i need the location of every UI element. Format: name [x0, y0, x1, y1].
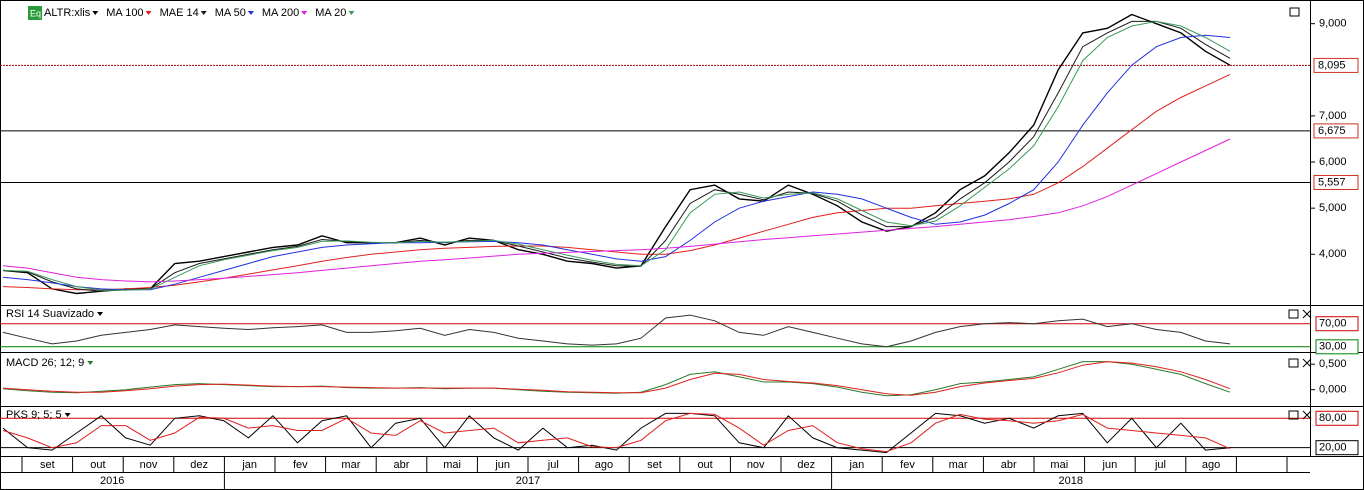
legend-entry[interactable]: MA 100 [106, 7, 143, 19]
series-line [2, 13, 1231, 295]
month-label: fev [900, 459, 915, 471]
panel-button[interactable] [1288, 410, 1299, 420]
month-label: nov [140, 459, 158, 471]
month-label: nov [747, 459, 765, 471]
tick-label-box [1315, 339, 1359, 355]
series-line [2, 361, 1231, 397]
panel-title: MACD 26; 12; 9 [6, 357, 84, 369]
year-label: 2017 [516, 475, 540, 487]
y-tick-label: 30,00 [1319, 341, 1347, 353]
y-tick-label: 9,000 [1319, 18, 1347, 30]
month-label: abr [1001, 459, 1017, 471]
month-label: mar [341, 459, 360, 471]
series-line [2, 34, 1231, 291]
series-line [2, 138, 1231, 283]
month-label: out [90, 459, 105, 471]
y-tick-label: 6,000 [1319, 156, 1347, 168]
close-button[interactable] [1302, 358, 1312, 368]
eq-icon-text: Eq [30, 8, 41, 18]
y-tick-label: 20,00 [1319, 442, 1347, 454]
series-line [2, 20, 1231, 292]
panel-title: RSI 14 Suavizado [6, 308, 94, 320]
tick-label-box [1315, 440, 1359, 456]
month-label: set [40, 459, 55, 471]
close-button[interactable] [1302, 410, 1312, 420]
month-label: jul [547, 459, 559, 471]
panel-button[interactable] [1288, 358, 1299, 368]
legend-dropdown[interactable] [145, 11, 152, 15]
series-line [2, 73, 1231, 291]
month-label: jun [494, 459, 510, 471]
month-label: ago [1202, 459, 1220, 471]
price-level-box [1313, 123, 1359, 139]
legend-dropdown[interactable] [348, 11, 355, 15]
month-label: dez [797, 459, 815, 471]
price-level-box [1313, 174, 1359, 190]
tick-label-box [1315, 410, 1359, 426]
price-level-label: 5,557 [1318, 176, 1346, 188]
panel-button[interactable] [1289, 7, 1300, 17]
legend-entry[interactable]: MAE 14 [160, 7, 199, 19]
series-line [2, 314, 1231, 348]
y-tick-label: 5,000 [1319, 202, 1347, 214]
month-label: jan [849, 459, 865, 471]
month-label: set [647, 459, 662, 471]
series-line [2, 412, 1231, 453]
month-label: jul [1154, 459, 1166, 471]
series-line [2, 20, 1231, 291]
panel-button[interactable] [1288, 309, 1299, 319]
y-tick-label: 0,500 [1319, 358, 1347, 370]
month-label: abr [394, 459, 410, 471]
y-tick-label: 80,00 [1319, 412, 1347, 424]
legend-dropdown[interactable] [200, 11, 207, 15]
legend-dropdown[interactable] [301, 11, 308, 15]
close-button[interactable] [1302, 309, 1312, 319]
month-label: mai [443, 459, 461, 471]
y-tick-label: 4,000 [1319, 248, 1347, 260]
y-tick-label: 0,000 [1319, 384, 1347, 396]
month-label: ago [595, 459, 613, 471]
panel-dropdown[interactable] [87, 361, 94, 365]
month-label: jun [1102, 459, 1118, 471]
month-label: fev [293, 459, 308, 471]
month-label: dez [190, 459, 208, 471]
year-label: 2016 [100, 475, 124, 487]
month-label: mai [1050, 459, 1068, 471]
panel-title: PKS 9; 5; 5 [6, 409, 62, 421]
legend-entry[interactable]: MA 50 [215, 7, 246, 19]
price-level-box [1313, 57, 1359, 73]
month-label: jan [241, 459, 257, 471]
series-line [2, 361, 1231, 396]
year-label: 2018 [1059, 475, 1083, 487]
price-level-label: 6,675 [1318, 125, 1346, 137]
month-label: mar [949, 459, 968, 471]
series-line [2, 412, 1231, 454]
legend-dropdown[interactable] [92, 11, 99, 15]
legend-entry[interactable]: ALTR:xlis [44, 7, 91, 19]
month-label: out [697, 459, 712, 471]
panel-dropdown[interactable] [64, 413, 71, 417]
y-tick-label: 7,000 [1319, 110, 1347, 122]
legend-entry[interactable]: MA 200 [262, 7, 299, 19]
panel-dropdown[interactable] [97, 312, 104, 316]
tick-label-box [1315, 316, 1359, 332]
eq-icon[interactable] [28, 6, 42, 20]
legend-entry[interactable]: MA 20 [315, 7, 346, 19]
legend-dropdown[interactable] [247, 11, 254, 15]
price-level-label: 8,095 [1318, 59, 1346, 71]
y-tick-label: 70,00 [1319, 318, 1347, 330]
